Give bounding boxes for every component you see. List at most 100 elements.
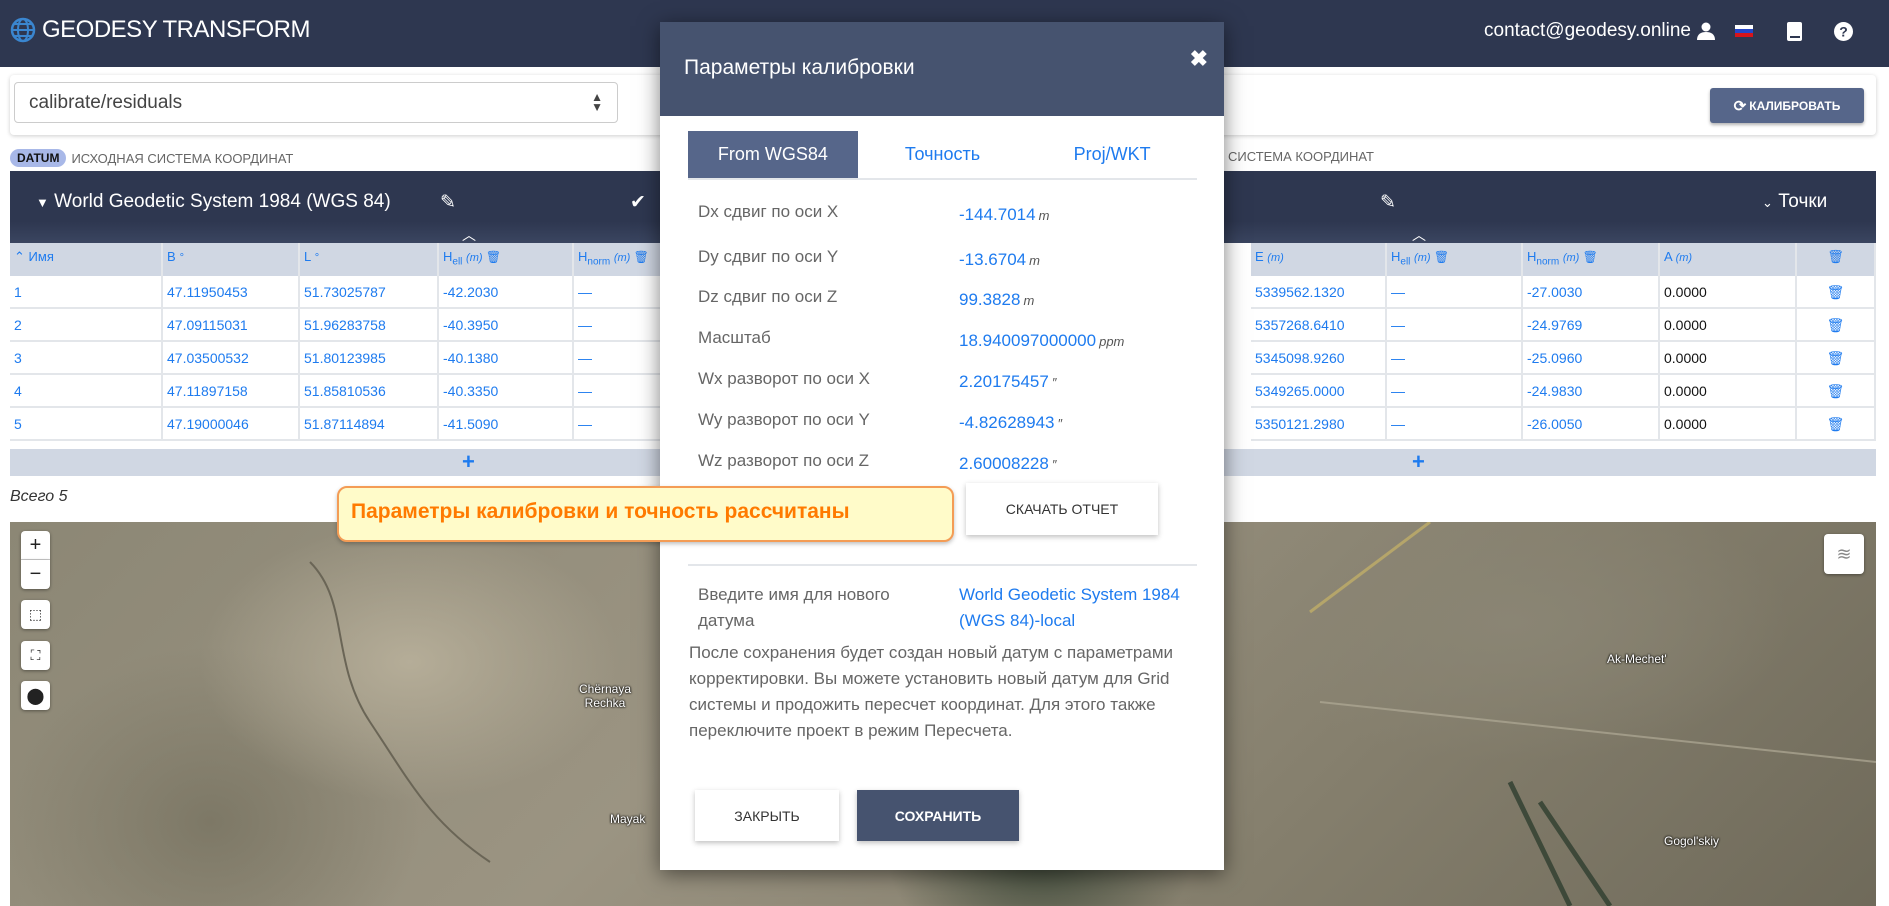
box-select-icon[interactable]: ⬚ xyxy=(21,600,50,629)
edit-icon[interactable]: ✎ xyxy=(440,192,456,213)
delete-row-icon[interactable]: 🗑 xyxy=(1797,309,1876,340)
close-icon[interactable]: ✖ xyxy=(1189,46,1208,71)
tab-proj-wkt[interactable]: Proj/WKT xyxy=(1073,144,1151,164)
table-cell[interactable]: -42.2030 xyxy=(439,276,574,307)
collapse-up-icon[interactable]: ︿ xyxy=(462,227,476,243)
table-cell[interactable]: 47.11950453 xyxy=(163,276,300,307)
sort-asc-icon: ⌃ xyxy=(14,249,25,264)
close-button[interactable]: ЗАКРЫТЬ xyxy=(695,790,839,841)
trash-icon[interactable]: 🗑 xyxy=(630,250,649,264)
table-row: 5349265.0000— -24.9830 0.0000 🗑 xyxy=(1251,375,1876,408)
table-cell[interactable]: 47.03500532 xyxy=(163,342,300,373)
delete-row-icon[interactable]: 🗑 xyxy=(1797,408,1876,439)
table-cell[interactable]: 5339562.1320 xyxy=(1251,276,1387,307)
source-datum-toggle[interactable]: ▼ World Geodetic System 1984 (WGS 84) xyxy=(36,191,391,213)
delete-row-icon[interactable]: 🗑 xyxy=(1797,375,1876,406)
new-datum-name-field[interactable]: World Geodetic System 1984 (WGS 84)-loca… xyxy=(959,585,1180,630)
delete-all-icon[interactable]: 🗑 xyxy=(1797,243,1876,276)
column-header[interactable]: Hell (m) 🗑 xyxy=(439,243,574,276)
chevron-down-icon: ⌄ xyxy=(1762,195,1773,210)
table-cell[interactable]: 51.85810536 xyxy=(300,375,439,406)
table-cell[interactable]: — xyxy=(1387,342,1523,373)
table-cell[interactable]: 51.87114894 xyxy=(300,408,439,439)
table-cell[interactable]: -24.9769 xyxy=(1523,309,1660,340)
delete-row-icon[interactable]: 🗑 xyxy=(1797,276,1876,307)
app-title: GEODESY TRANSFORM xyxy=(42,16,311,43)
table-cell[interactable]: — xyxy=(1387,309,1523,340)
table-cell[interactable]: 51.73025787 xyxy=(300,276,439,307)
map-label: Gogol'skiy xyxy=(1664,834,1719,848)
table-cell[interactable]: -24.9830 xyxy=(1523,375,1660,406)
column-unit: (m) xyxy=(1414,252,1431,264)
map-features xyxy=(309,522,1876,906)
table-cell[interactable]: -25.0960 xyxy=(1523,342,1660,373)
book-icon[interactable] xyxy=(1787,21,1802,41)
tab-accuracy[interactable]: Точность xyxy=(904,144,981,164)
table-cell[interactable]: 5350121.2980 xyxy=(1251,408,1387,439)
russian-flag-icon[interactable] xyxy=(1735,25,1753,37)
table-cell[interactable]: -27.0030 xyxy=(1523,276,1660,307)
table-cell[interactable]: — xyxy=(1387,276,1523,307)
check-circle-icon[interactable]: ✔ xyxy=(630,192,646,213)
table-cell[interactable]: -40.1380 xyxy=(439,342,574,373)
table-cell[interactable]: — xyxy=(1387,408,1523,439)
fullscreen-icon[interactable]: ⛶ xyxy=(21,641,50,670)
zoom-in-button[interactable]: + xyxy=(21,531,50,560)
column-unit: ° xyxy=(179,252,184,264)
add-point-button[interactable]: + xyxy=(1412,449,1425,474)
datum-badge[interactable]: DATUM xyxy=(10,149,67,167)
points-toggle[interactable]: ⌄ Точки xyxy=(1762,191,1827,213)
brand[interactable]: GEODESY TRANSFORM xyxy=(10,16,311,44)
table-cell[interactable]: — xyxy=(1387,375,1523,406)
table-cell[interactable]: 5 xyxy=(10,408,163,439)
table-cell[interactable]: 0.0000 xyxy=(1660,342,1797,373)
edit-icon[interactable]: ✎ xyxy=(1380,192,1396,213)
user-menu[interactable]: contact@geodesy.online xyxy=(1484,20,1715,42)
table-cell[interactable]: -41.5090 xyxy=(439,408,574,439)
table-cell[interactable]: -40.3950 xyxy=(439,309,574,340)
table-header: E (m) Hell (m) 🗑 Hnorm (m) 🗑 A (m) 🗑 xyxy=(1251,243,1876,276)
add-point-button[interactable]: + xyxy=(462,449,475,474)
table-cell[interactable]: 0.0000 xyxy=(1660,408,1797,439)
table-cell[interactable]: 5357268.6410 xyxy=(1251,309,1387,340)
table-cell[interactable]: 0.0000 xyxy=(1660,276,1797,307)
column-header[interactable]: Hell (m) 🗑 xyxy=(1387,243,1523,276)
column-header[interactable]: A (m) xyxy=(1660,243,1797,276)
zoom-out-button[interactable]: − xyxy=(21,560,50,589)
tab-from-wgs84[interactable]: From WGS84 xyxy=(688,131,858,178)
table-cell[interactable]: 47.19000046 xyxy=(163,408,300,439)
table-cell[interactable]: 1 xyxy=(10,276,163,307)
column-header[interactable]: L ° xyxy=(300,243,439,276)
table-cell[interactable]: 0.0000 xyxy=(1660,375,1797,406)
table-cell[interactable]: 51.80123985 xyxy=(300,342,439,373)
layers-icon[interactable]: ≋ xyxy=(1824,534,1864,574)
column-header[interactable]: Hnorm (m) 🗑 xyxy=(1523,243,1660,276)
table-cell[interactable]: 47.11897158 xyxy=(163,375,300,406)
table-cell[interactable]: 2 xyxy=(10,309,163,340)
column-name: H xyxy=(578,249,588,264)
trash-icon[interactable]: 🗑 xyxy=(482,250,502,264)
table-cell[interactable]: 0.0000 xyxy=(1660,309,1797,340)
table-cell[interactable]: 5349265.0000 xyxy=(1251,375,1387,406)
delete-row-icon[interactable]: 🗑 xyxy=(1797,342,1876,373)
column-header[interactable]: B ° xyxy=(163,243,300,276)
column-header[interactable]: ⌃ Имя xyxy=(10,243,163,276)
calibrate-button[interactable]: ⟳ КАЛИБРОВАТЬ xyxy=(1710,88,1864,123)
table-cell[interactable]: 5345098.9260 xyxy=(1251,342,1387,373)
download-report-button[interactable]: СКАЧАТЬ ОТЧЕТ xyxy=(966,483,1158,535)
param-number: 2.60008228 xyxy=(959,454,1049,473)
table-cell[interactable]: 47.09115031 xyxy=(163,309,300,340)
column-header[interactable]: E (m) xyxy=(1251,243,1387,276)
table-cell[interactable]: -40.3350 xyxy=(439,375,574,406)
table-cell[interactable]: 4 xyxy=(10,375,163,406)
table-cell[interactable]: 3 xyxy=(10,342,163,373)
table-cell[interactable]: -26.0050 xyxy=(1523,408,1660,439)
mode-select[interactable]: calibrate/residuals ▲ ▼ xyxy=(14,82,618,123)
trash-icon[interactable]: 🗑 xyxy=(1430,250,1450,264)
help-icon[interactable]: ? xyxy=(1834,21,1853,41)
save-button[interactable]: СОХРАНИТЬ xyxy=(857,790,1019,841)
marker-icon[interactable]: ⬤ xyxy=(21,681,50,710)
collapse-up-icon[interactable]: ︿ xyxy=(1412,227,1426,243)
trash-icon[interactable]: 🗑 xyxy=(1579,250,1598,264)
table-cell[interactable]: 51.96283758 xyxy=(300,309,439,340)
